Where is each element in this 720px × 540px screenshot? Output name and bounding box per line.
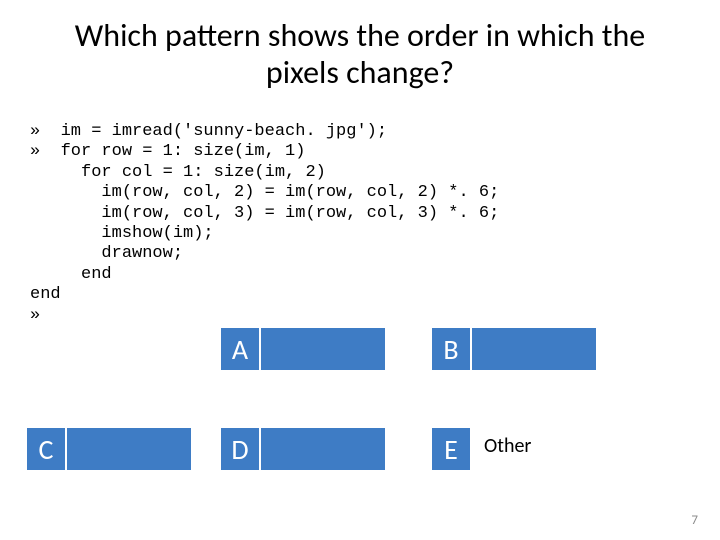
code-line-10: » xyxy=(30,306,40,325)
code-line-1: » im = imread('sunny-beach. jpg'); xyxy=(30,122,387,141)
option-e-box: E xyxy=(430,426,472,472)
page-number: 7 xyxy=(691,513,698,528)
option-c-image-placeholder xyxy=(65,426,193,472)
code-line-4: im(row, col, 2) = im(row, col, 2) *. 6; xyxy=(30,183,499,202)
code-line-6: imshow(im); xyxy=(30,224,214,243)
option-a-image-placeholder xyxy=(259,326,387,372)
code-line-7: drawnow; xyxy=(30,244,183,263)
code-line-5: im(row, col, 3) = im(row, col, 3) *. 6; xyxy=(30,204,499,223)
slide-title: Which pattern shows the order in which t… xyxy=(0,0,720,102)
code-block: » im = imread('sunny-beach. jpg'); » for… xyxy=(0,102,720,326)
code-line-2: » for row = 1: size(im, 1) xyxy=(30,142,305,161)
option-c-box: C xyxy=(25,426,67,472)
option-a-box: A xyxy=(219,326,261,372)
code-line-9: end xyxy=(30,285,61,304)
option-d-box: D xyxy=(219,426,261,472)
option-e-label: Other xyxy=(484,434,531,458)
option-b-image-placeholder xyxy=(470,326,598,372)
code-line-8: end xyxy=(30,265,112,284)
option-d-image-placeholder xyxy=(259,426,387,472)
code-line-3: for col = 1: size(im, 2) xyxy=(30,163,326,182)
option-b-box: B xyxy=(430,326,472,372)
